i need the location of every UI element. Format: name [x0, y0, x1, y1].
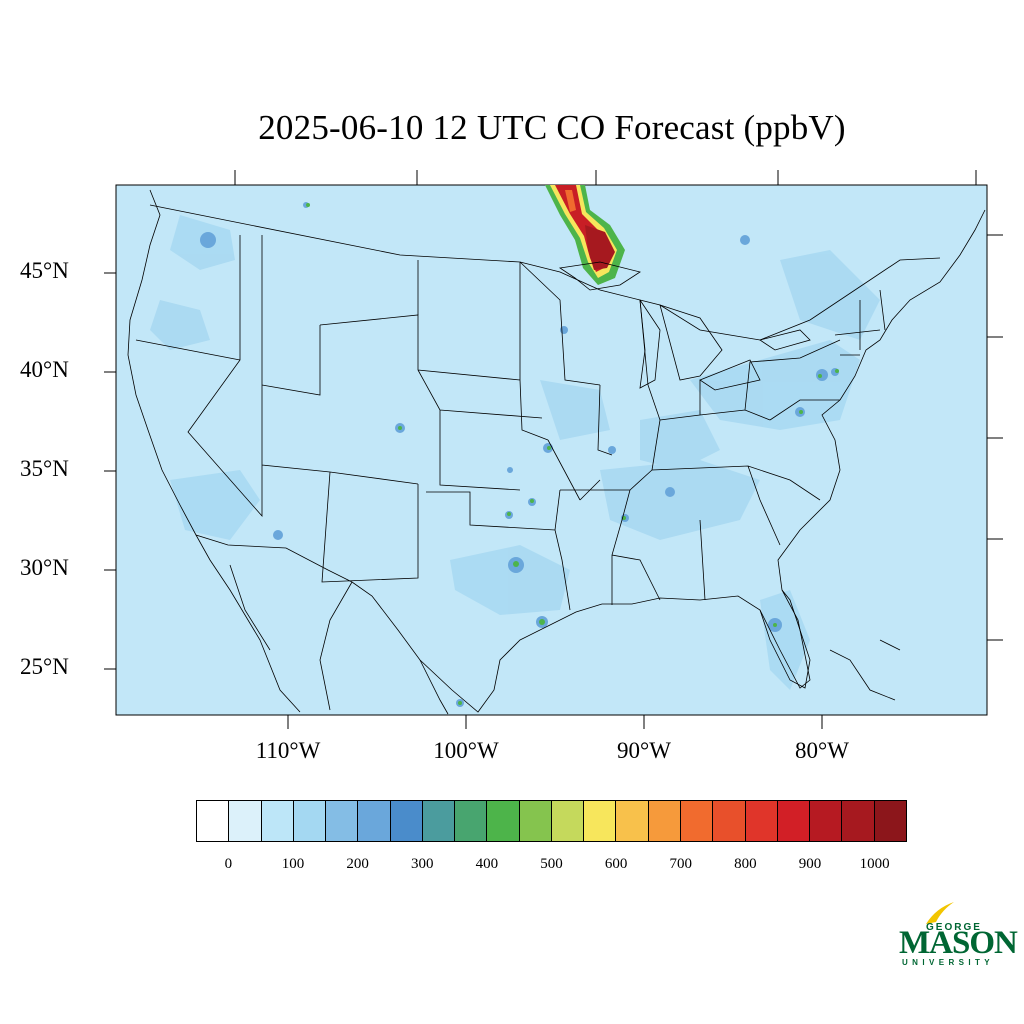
colorbar-cell: [325, 801, 358, 841]
colorbar-cell: [776, 801, 810, 841]
colorbar-cell: [615, 801, 648, 841]
colorbar-tick-label: 400: [475, 856, 499, 872]
colorbar-tick-label: 200: [346, 856, 369, 872]
colorbar-tick-label: 700: [669, 856, 693, 872]
colorbar-cell: [197, 801, 229, 841]
lon-label-100w: 100°W: [433, 738, 499, 763]
colorbar-tick-label: 1000: [859, 856, 890, 872]
us-outline: [127, 189, 986, 713]
mexico-lines: [195, 534, 449, 715]
colorbar-tick-label: 900: [798, 856, 822, 872]
lon-label-90w: 90°W: [617, 738, 671, 763]
colorbar-cell: [809, 801, 842, 841]
lat-label-45: 45°N: [20, 258, 69, 283]
colorbar-cell: [260, 801, 293, 841]
smoke-plume: [545, 185, 625, 285]
florida: [759, 589, 811, 689]
colorbar-tick-label: 800: [734, 856, 757, 872]
flame-icon: [926, 902, 954, 924]
colorbar-cell: [873, 801, 906, 841]
colorbar-tick-label: 500: [540, 856, 563, 872]
logo-university: UNIVERSITY: [902, 958, 995, 967]
logo-george: GEORGE: [926, 922, 982, 933]
map-title: 2025-06-10 12 UTC CO Forecast (ppbV): [258, 108, 846, 147]
lon-label-110w: 110°W: [255, 738, 321, 763]
frame-ticks: [104, 170, 1003, 729]
concentration-spots: [200, 202, 839, 707]
lat-label-30: 30°N: [20, 555, 69, 580]
colorbar-tick-label: 300: [410, 856, 434, 872]
map-boundaries: [127, 189, 986, 715]
colorbar-cell: [550, 801, 584, 841]
colorbar-tick-label: 100: [281, 856, 305, 872]
colorbar-cell: [486, 801, 519, 841]
lat-label-40: 40°N: [20, 357, 69, 382]
high-concentration-spots: [306, 203, 839, 705]
concentration-patches: [150, 215, 880, 690]
logo-mason: MASON: [899, 925, 1018, 961]
colorbar-tick-label: 0: [224, 856, 233, 872]
colorbar-cell: [454, 801, 487, 841]
colorbar-cell: [841, 801, 874, 841]
colorbar-cell: [744, 801, 777, 841]
colorbar-cell: [357, 801, 390, 841]
canada-border: [149, 204, 941, 341]
colorbar-cell: [679, 801, 713, 841]
colorbar-cell: [518, 801, 551, 841]
colorbar-cell: [712, 801, 745, 841]
caribbean-islands: [829, 639, 901, 701]
colorbar: [196, 800, 907, 842]
colorbar-tick-label: 600: [604, 856, 628, 872]
gmu-logo: GEORGE MASON UNIVERSITY: [896, 898, 1018, 970]
lat-label-35: 35°N: [20, 456, 69, 481]
colorbar-cell: [421, 801, 455, 841]
colorbar-cell: [228, 801, 261, 841]
colorbar-cell: [647, 801, 680, 841]
lat-label-25: 25°N: [20, 654, 69, 679]
colorbar-cell: [292, 801, 326, 841]
state-lines: [135, 235, 886, 611]
lon-label-80w: 80°W: [795, 738, 849, 763]
great-lakes: [558, 261, 811, 391]
colorbar-cell: [389, 801, 422, 841]
colorbar-cell: [583, 801, 616, 841]
